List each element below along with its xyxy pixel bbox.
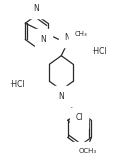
Text: N: N — [41, 35, 46, 44]
Text: N: N — [64, 33, 70, 42]
Text: Cl: Cl — [75, 113, 83, 122]
Text: ·HCl: ·HCl — [91, 47, 107, 56]
Text: OCH₃: OCH₃ — [79, 148, 97, 154]
Text: CH₃: CH₃ — [75, 31, 88, 37]
Text: N: N — [58, 92, 64, 101]
Text: ·HCl: ·HCl — [9, 80, 25, 89]
Text: N: N — [34, 4, 39, 13]
